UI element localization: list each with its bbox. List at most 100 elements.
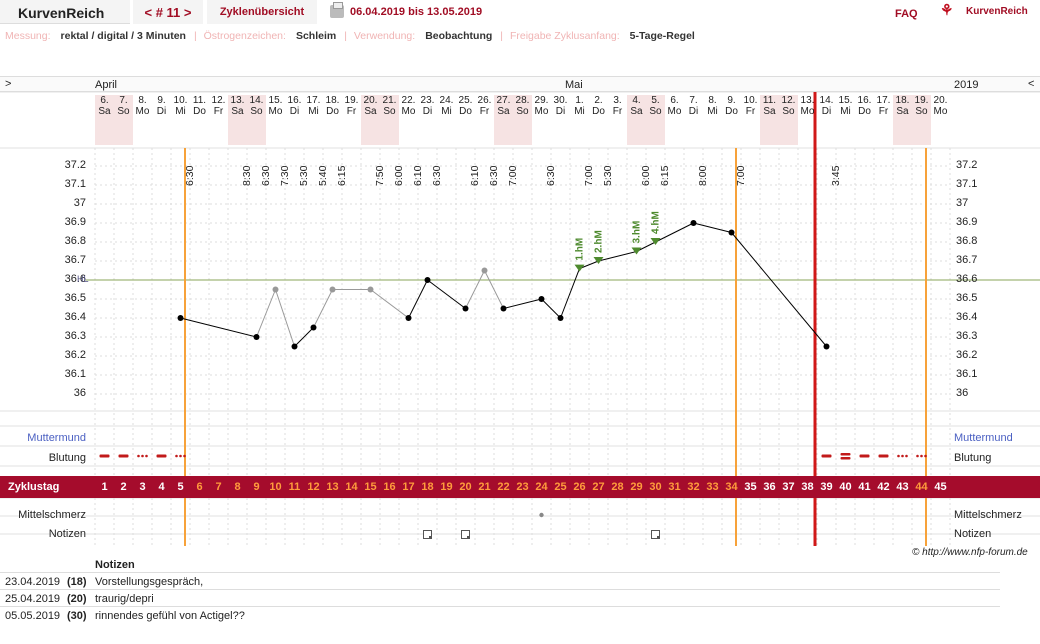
day-header: 19. So (912, 95, 931, 145)
y-tick-label: 37.2 (956, 159, 978, 171)
cycle-day-number: 31 (668, 481, 681, 493)
temp-segment (693, 222, 732, 233)
note-cycle-day: (30) (67, 610, 87, 622)
day-header: 18. Do (325, 95, 340, 117)
cycle-day-number: 43 (896, 481, 909, 493)
y-tick-label: 36.4 (64, 311, 86, 323)
faq-link[interactable]: FAQ (895, 8, 918, 20)
measurement-time: 6:30 (431, 165, 443, 186)
brand-title[interactable]: KurvenReich (0, 0, 130, 24)
cycle-day-number: 38 (801, 481, 814, 493)
bleeding-mark (821, 454, 832, 458)
cycle-day-number: 16 (383, 481, 396, 493)
note-icon[interactable] (460, 530, 470, 539)
month-label: April (95, 79, 118, 91)
row-label-notizen-right: Notizen (954, 528, 992, 540)
y-tick-label: 36 (956, 387, 969, 399)
marker-label: 1.hM (575, 238, 586, 261)
row-label-blutung: Blutung (48, 452, 86, 464)
y-tick-label: 36.4 (956, 311, 978, 323)
y-tick-label: 36.7 (64, 254, 86, 266)
temp-point (538, 296, 545, 302)
temp-point (291, 343, 298, 350)
bleeding-mark (118, 454, 129, 458)
notes-heading: Notizen (95, 559, 135, 571)
high-measurement-marker (631, 247, 642, 255)
cycle-day-number: 11 (288, 481, 301, 493)
day-header: 9. Do (725, 95, 738, 117)
y-tick-label: 37 (956, 197, 969, 209)
day-header: 20. Sa (361, 95, 380, 145)
row-label-mittelschmerz: Mittelschmerz (18, 509, 86, 521)
month-label: Mai (565, 79, 583, 91)
year-label: 2019 (954, 79, 979, 91)
temp-segment (313, 289, 333, 328)
cycle-day-number: 26 (573, 481, 586, 493)
param-label: Messung: (5, 30, 51, 42)
high-measurement-marker (574, 264, 585, 272)
day-header: 10. Fr (743, 95, 758, 117)
temp-point (481, 267, 488, 274)
cycle-day-number: 35 (744, 481, 757, 493)
cycle-day-number: 1 (101, 481, 108, 493)
temp-segment (275, 289, 295, 347)
cycle-day-number: 23 (516, 481, 529, 493)
cycle-day-number: 25 (554, 481, 567, 493)
day-header: 25. Do (458, 95, 473, 117)
y-tick-label: 36.8 (64, 235, 86, 247)
month-header: > April Mai 2019 < (0, 76, 1040, 92)
cycle-day-number: 15 (364, 481, 377, 493)
note-icon[interactable] (422, 530, 432, 539)
marker-label: 3.hM (632, 221, 643, 244)
spotting-mark (137, 454, 140, 458)
scroll-right-button[interactable]: < (1028, 78, 1035, 90)
measurement-time: 7:00 (583, 165, 595, 186)
measurement-time: 7:00 (507, 165, 519, 186)
spotting-mark (183, 454, 186, 458)
y-tick-label: 37.1 (956, 178, 978, 190)
day-header: 15. Mi (838, 95, 853, 117)
note-icon[interactable] (650, 530, 660, 539)
cycle-day-number: 22 (497, 481, 510, 493)
day-header: 8. Mo (135, 95, 150, 117)
cycle-day-number: 28 (611, 481, 624, 493)
day-header: 29. Mo (534, 95, 549, 117)
measurement-time: 7:50 (374, 165, 386, 186)
day-header: 21. So (380, 95, 399, 145)
y-tick-label: 37.1 (64, 178, 86, 190)
day-header: 7. Di (688, 95, 699, 117)
row-label-mittelschmerz-right: Mittelschmerz (954, 509, 1022, 521)
cycle-day-row: Zyklustag 1 2 3 4 5 6 7 8 9 10 11 12 13 14 15 16 17 18 19 2… (0, 476, 1040, 498)
cycle-navigation[interactable]: < # 11 > (133, 0, 203, 24)
temp-segment (484, 270, 504, 309)
cycle-day-number: 10 (269, 481, 282, 493)
measurement-time: 6:30 (260, 165, 272, 186)
cycle-overview-link[interactable]: Zyklenübersicht (207, 0, 317, 24)
cycle-day-number: 34 (725, 481, 738, 493)
measurement-time: 8:30 (241, 165, 253, 186)
note-date: 25.04.2019 (5, 593, 61, 605)
measurement-time: 6:00 (640, 165, 652, 186)
measurement-time: 6:30 (488, 165, 500, 186)
bleeding-mark (859, 454, 870, 458)
cycle-day-number: 45 (934, 481, 947, 493)
scroll-left-button[interactable]: > (5, 78, 12, 90)
cycle-day-number: 41 (858, 481, 871, 493)
high-measurement-marker (593, 257, 604, 264)
temp-segment (256, 289, 276, 338)
measurement-time: 3:45 (830, 165, 842, 186)
day-header: 12. Fr (211, 95, 226, 117)
y-tick-label: 37.2 (64, 159, 86, 171)
y-tick-label: 36.8 (956, 235, 978, 247)
cycle-day-number: 37 (782, 481, 795, 493)
temp-point (690, 220, 697, 226)
high-measurement-marker (650, 238, 661, 245)
bleeding-mark (840, 457, 851, 460)
spotting-mark (905, 454, 908, 458)
day-header: 26. Fr (477, 95, 492, 117)
measurement-time: 6:10 (412, 165, 424, 186)
top-bar: KurvenReich < # 11 > Zyklenübersicht 06.… (0, 0, 1040, 26)
param-label: Freigabe Zyklusanfang: (509, 30, 620, 42)
print-icon[interactable] (330, 2, 344, 18)
temp-point (424, 277, 431, 283)
